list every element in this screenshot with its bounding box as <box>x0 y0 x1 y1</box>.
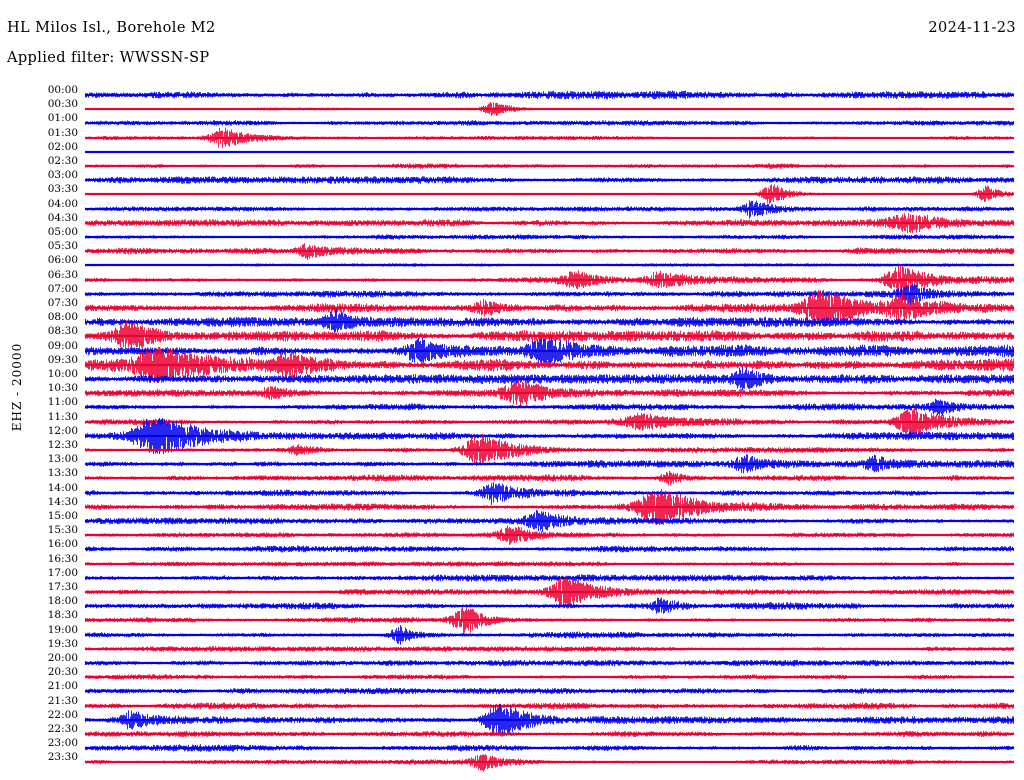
trace-row-time-label: 10:00 <box>47 368 78 380</box>
trace-row-time-label: 05:30 <box>47 240 78 253</box>
trace-row: 23:30 <box>0 744 1024 780</box>
trace-row-time-label: 19:30 <box>47 637 78 650</box>
trace-row-time-label: 22:30 <box>47 723 78 735</box>
trace-row-time-label: 00:00 <box>47 84 78 96</box>
trace-row-time-label: 01:00 <box>47 112 78 125</box>
trace-row-time-label: 10:30 <box>47 382 78 395</box>
trace-row-time-label: 11:00 <box>47 396 78 409</box>
trace-row-time-label: 13:00 <box>47 453 78 466</box>
trace-waveform <box>85 744 1014 780</box>
trace-row-time-label: 12:30 <box>47 439 78 451</box>
trace-row-time-label: 16:30 <box>47 552 78 565</box>
record-date: 2024-11-23 <box>928 20 1016 36</box>
trace-row-time-label: 14:00 <box>47 481 78 494</box>
trace-row-time-label: 18:30 <box>47 609 78 622</box>
trace-row-time-label: 20:00 <box>47 652 78 664</box>
trace-row-time-label: 04:00 <box>47 197 78 210</box>
trace-row-time-label: 19:00 <box>47 623 78 636</box>
page-title: HL Milos Isl., Borehole M2 <box>7 20 216 36</box>
trace-row-time-label: 08:00 <box>47 311 78 324</box>
applied-filter-label: Applied filter: WWSSN-SP <box>7 50 210 66</box>
trace-row-time-label: 02:00 <box>47 140 78 153</box>
trace-row-time-label: 17:30 <box>47 581 78 593</box>
trace-row-time-label: 05:00 <box>47 226 78 238</box>
trace-row-time-label: 02:30 <box>47 155 78 167</box>
trace-row-time-label: 06:00 <box>47 254 78 267</box>
helicorder-plot: 00:00 00:30 01:00 01:30 02:00 02:30 03:00 03:30… <box>0 77 1024 780</box>
trace-row-time-label: 06:30 <box>47 268 78 281</box>
trace-row-time-label: 22:00 <box>47 708 78 721</box>
trace-row-time-label: 07:30 <box>47 297 78 309</box>
trace-row-time-label: 15:30 <box>47 524 78 537</box>
trace-row-time-label: 12:00 <box>47 424 78 437</box>
trace-row-time-label: 07:00 <box>47 282 78 295</box>
trace-row-time-label: 03:00 <box>47 169 78 182</box>
trace-row-time-label: 08:30 <box>47 325 78 338</box>
trace-row-time-label: 04:30 <box>47 211 78 224</box>
trace-row-time-label: 23:00 <box>47 737 78 750</box>
trace-row-time-label: 18:00 <box>47 595 78 608</box>
trace-row-time-label: 00:30 <box>47 98 78 111</box>
trace-row-time-label: 15:00 <box>47 510 78 522</box>
trace-row-time-label: 21:00 <box>47 680 78 693</box>
trace-row-time-label: 17:00 <box>47 566 78 579</box>
trace-row-time-label: 09:30 <box>47 353 78 366</box>
trace-row-time-label: 09:00 <box>47 339 78 352</box>
trace-row-time-label: 11:30 <box>47 410 78 423</box>
trace-row-time-label: 13:30 <box>47 467 78 480</box>
trace-row-time-label: 20:30 <box>47 666 78 679</box>
trace-row-time-label: 14:30 <box>47 495 78 508</box>
trace-row-time-label: 21:30 <box>47 694 78 707</box>
trace-row-time-label: 01:30 <box>47 126 78 139</box>
trace-row-time-label: 03:30 <box>47 183 78 196</box>
trace-row-time-label: 23:30 <box>47 751 78 764</box>
trace-row-time-label: 16:00 <box>47 538 78 551</box>
